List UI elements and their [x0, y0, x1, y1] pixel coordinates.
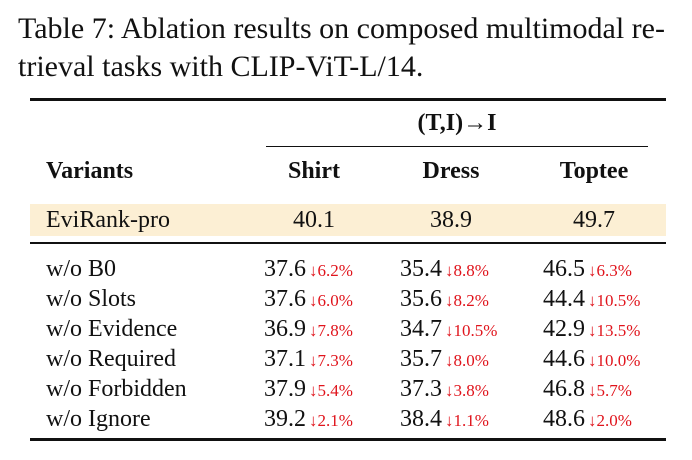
cell-dress: 35.7 ↓8.0%: [400, 344, 489, 376]
highlight-row-shirt: 40.1: [293, 207, 335, 233]
cell-delta: ↓1.1%: [445, 411, 489, 430]
cell-toptee: 44.6 ↓10.0%: [543, 344, 640, 376]
cell-dress: 37.3 ↓3.8%: [400, 374, 489, 406]
table-row: w/o Slots 37.6 ↓6.0% 35.6 ↓8.2% 44.4 ↓10.5%: [0, 284, 692, 314]
cell-toptee: 44.4 ↓10.5%: [543, 284, 640, 316]
table-row: w/o B0 37.6 ↓6.2% 35.4 ↓8.8% 46.5 ↓6.3%: [0, 254, 692, 284]
cell-value: 37.6: [264, 256, 306, 282]
cell-value: 35.4: [400, 256, 442, 282]
cell-value: 35.7: [400, 346, 442, 372]
top-rule: [30, 98, 666, 101]
cell-value: 48.6: [543, 406, 585, 432]
caption-line-2: trieval tasks with CLIP-ViT-L/14.: [18, 50, 424, 83]
row-name: w/o Ignore: [46, 406, 151, 432]
cell-value: 35.6: [400, 286, 442, 312]
cell-toptee: 48.6 ↓2.0%: [543, 404, 632, 436]
cell-delta: ↓10.5%: [445, 321, 498, 340]
cell-delta: ↓2.0%: [588, 411, 632, 430]
cell-value: 37.1: [264, 346, 306, 372]
group-header: (T,I)→I: [417, 110, 497, 136]
highlight-row-background: [30, 204, 666, 236]
cell-value: 44.4: [543, 286, 585, 312]
caption-line-1: Table 7: Ablation results on composed mu…: [18, 12, 665, 45]
cell-delta: ↓6.3%: [588, 261, 632, 280]
cell-shirt: 37.6 ↓6.0%: [264, 284, 353, 316]
highlight-row-name: EviRank-pro: [46, 207, 170, 233]
cell-delta: ↓7.3%: [309, 351, 353, 370]
cell-dress: 35.4 ↓8.8%: [400, 254, 489, 286]
header-variants: Variants: [46, 158, 134, 184]
cell-shirt: 36.9 ↓7.8%: [264, 314, 353, 346]
header-dress: Dress: [422, 158, 480, 184]
cell-delta: ↓10.5%: [588, 291, 641, 310]
cell-delta: ↓6.2%: [309, 261, 353, 280]
cell-value: 42.9: [543, 316, 585, 342]
cell-delta: ↓2.1%: [309, 411, 353, 430]
cell-shirt: 37.1 ↓7.3%: [264, 344, 353, 376]
highlight-row-toptee: 49.7: [573, 207, 615, 233]
cell-shirt: 37.6 ↓6.2%: [264, 254, 353, 286]
cell-delta: ↓8.8%: [445, 261, 489, 280]
cell-delta: ↓8.2%: [445, 291, 489, 310]
cell-toptee: 42.9 ↓13.5%: [543, 314, 640, 346]
cell-delta: ↓13.5%: [588, 321, 641, 340]
row-name: w/o Evidence: [46, 316, 178, 342]
cell-value: 38.4: [400, 406, 442, 432]
table-row: w/o Required 37.1 ↓7.3% 35.7 ↓8.0% 44.6 ↓10…: [0, 344, 692, 374]
cell-delta: ↓6.0%: [309, 291, 353, 310]
cell-toptee: 46.5 ↓6.3%: [543, 254, 632, 286]
cell-delta: ↓7.8%: [309, 321, 353, 340]
cell-value: 46.8: [543, 376, 585, 402]
cell-delta: ↓5.4%: [309, 381, 353, 400]
cell-dress: 35.6 ↓8.2%: [400, 284, 489, 316]
mid-rule: [30, 242, 666, 244]
cell-toptee: 46.8 ↓5.7%: [543, 374, 632, 406]
table-caption: Table 7: Ablation results on composed mu…: [18, 10, 678, 86]
cell-value: 36.9: [264, 316, 306, 342]
cell-value: 37.6: [264, 286, 306, 312]
cell-dress: 34.7 ↓10.5%: [400, 314, 497, 346]
cell-dress: 38.4 ↓1.1%: [400, 404, 489, 436]
cell-value: 37.3: [400, 376, 442, 402]
group-header-rule: [266, 146, 648, 147]
table-row: w/o Ignore 39.2 ↓2.1% 38.4 ↓1.1% 48.6 ↓2.0%: [0, 404, 692, 434]
cell-value: 46.5: [543, 256, 585, 282]
cell-delta: ↓3.8%: [445, 381, 489, 400]
cell-value: 44.6: [543, 346, 585, 372]
bottom-rule: [30, 438, 666, 441]
header-shirt: Shirt: [287, 158, 340, 184]
row-name: w/o Slots: [46, 286, 137, 312]
table-row: w/o Forbidden 37.9 ↓5.4% 37.3 ↓3.8% 46.8 ↓5…: [0, 374, 692, 404]
header-toptee: Toptee: [559, 158, 629, 184]
row-name: w/o Forbidden: [46, 376, 187, 402]
cell-value: 34.7: [400, 316, 442, 342]
highlight-row-dress: 38.9: [430, 207, 472, 233]
cell-value: 37.9: [264, 376, 306, 402]
cell-shirt: 39.2 ↓2.1%: [264, 404, 353, 436]
cell-delta: ↓5.7%: [588, 381, 632, 400]
row-name: w/o B0: [46, 256, 117, 282]
cell-value: 39.2: [264, 406, 306, 432]
cell-delta: ↓8.0%: [445, 351, 489, 370]
table-row: w/o Evidence 36.9 ↓7.8% 34.7 ↓10.5% 42.9 ↓1…: [0, 314, 692, 344]
cell-shirt: 37.9 ↓5.4%: [264, 374, 353, 406]
cell-delta: ↓10.0%: [588, 351, 641, 370]
row-name: w/o Required: [46, 346, 176, 372]
